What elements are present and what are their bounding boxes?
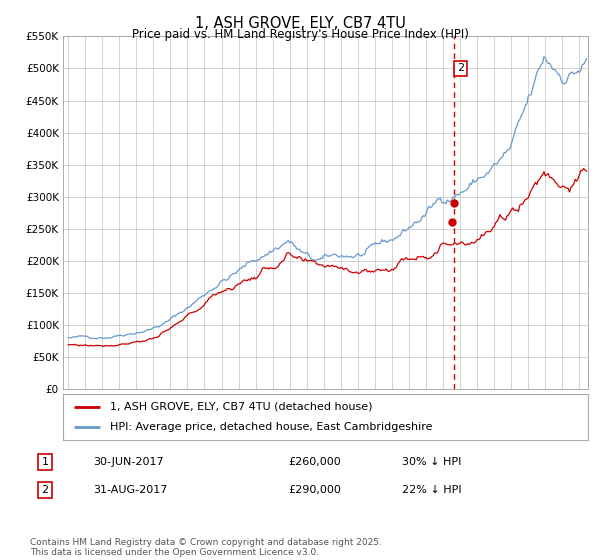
Text: 30-JUN-2017: 30-JUN-2017 <box>93 457 164 467</box>
Text: 2: 2 <box>41 485 49 495</box>
Text: 1: 1 <box>41 457 49 467</box>
Text: £260,000: £260,000 <box>288 457 341 467</box>
Text: 1, ASH GROVE, ELY, CB7 4TU: 1, ASH GROVE, ELY, CB7 4TU <box>194 16 406 31</box>
Text: 22% ↓ HPI: 22% ↓ HPI <box>402 485 461 495</box>
Text: 30% ↓ HPI: 30% ↓ HPI <box>402 457 461 467</box>
Text: Price paid vs. HM Land Registry's House Price Index (HPI): Price paid vs. HM Land Registry's House … <box>131 28 469 41</box>
Text: 1, ASH GROVE, ELY, CB7 4TU (detached house): 1, ASH GROVE, ELY, CB7 4TU (detached hou… <box>110 402 373 412</box>
Text: HPI: Average price, detached house, East Cambridgeshire: HPI: Average price, detached house, East… <box>110 422 433 432</box>
Text: £290,000: £290,000 <box>288 485 341 495</box>
Text: 2: 2 <box>457 63 464 73</box>
Text: Contains HM Land Registry data © Crown copyright and database right 2025.
This d: Contains HM Land Registry data © Crown c… <box>30 538 382 557</box>
Text: 31-AUG-2017: 31-AUG-2017 <box>93 485 167 495</box>
